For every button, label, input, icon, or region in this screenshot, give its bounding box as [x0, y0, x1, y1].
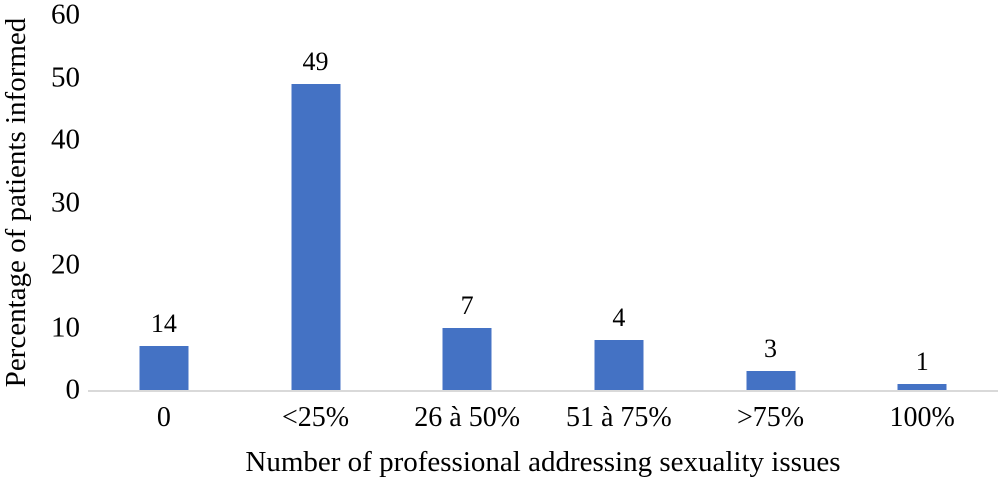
x-category-label: <25%	[281, 402, 350, 433]
y-tick-label: 50	[51, 61, 80, 93]
bar-value-label: 3	[764, 334, 778, 364]
bar-slot: 4	[543, 15, 695, 390]
bar	[897, 383, 947, 390]
bar	[291, 83, 340, 390]
bar-slot: 7	[391, 15, 543, 390]
x-category-label: >75%	[736, 402, 805, 433]
y-tick-label: 30	[51, 186, 80, 218]
y-axis-tick-labels: 0 10 20 30 40 50 60	[0, 0, 80, 404]
x-category-label: 0	[156, 402, 171, 433]
bar	[594, 340, 644, 390]
y-tick-label: 0	[65, 373, 81, 406]
plot-area: 14 49 7 4 3 1	[88, 15, 998, 392]
bar	[746, 371, 796, 390]
bar-slot: 1	[846, 15, 998, 390]
y-tick-label: 10	[51, 311, 80, 343]
bar-value-label: 4	[612, 303, 626, 332]
x-category-label: 100%	[889, 402, 955, 433]
bar	[139, 346, 189, 390]
bar-value-label: 14	[150, 309, 177, 339]
x-category-label: 26 à 50%	[414, 402, 521, 433]
bar-value-label: 7	[460, 290, 474, 320]
y-tick-label: 40	[51, 123, 80, 156]
bar-slot: 49	[240, 15, 392, 390]
bar	[442, 327, 492, 390]
x-axis-category-labels: 0 <25% 26 à 50% 51 à 75% >75% 100%	[88, 402, 998, 434]
y-tick-label: 20	[51, 248, 80, 281]
x-category-label: 51 à 75%	[565, 402, 672, 433]
bar-slot: 14	[88, 15, 240, 390]
y-tick-label: 60	[51, 0, 80, 31]
bar-value-label: 49	[302, 46, 329, 76]
bar-slot: 3	[695, 15, 847, 390]
bar-value-label: 1	[915, 346, 929, 376]
x-axis-title: Number of professional addressing sexual…	[245, 446, 841, 478]
